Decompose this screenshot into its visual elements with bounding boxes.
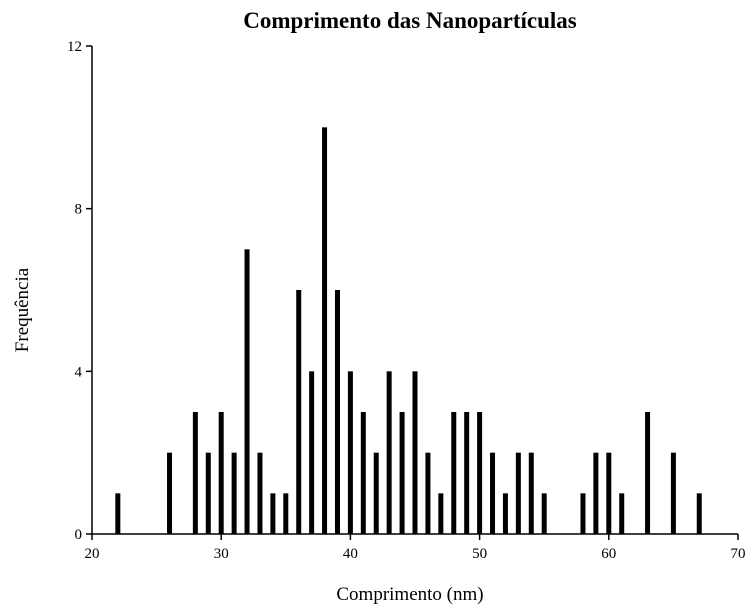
y-axis-label: Frequência — [12, 267, 33, 352]
bar — [412, 371, 418, 534]
x-tick-label: 20 — [85, 546, 100, 562]
y-tick-label: 12 — [67, 39, 82, 55]
bar — [477, 412, 483, 534]
bar — [696, 493, 702, 534]
bar — [606, 452, 612, 534]
bar — [425, 452, 431, 534]
chart-title: Comprimento das Nanopartículas — [243, 8, 577, 33]
bar — [257, 452, 263, 534]
y-tick-label: 4 — [75, 364, 83, 380]
bar — [309, 371, 315, 534]
bar — [334, 290, 340, 534]
bar — [593, 452, 599, 534]
bar — [115, 493, 121, 534]
bar — [373, 452, 379, 534]
y-tick-label: 0 — [75, 527, 83, 543]
bar — [347, 371, 353, 534]
bar — [192, 412, 198, 534]
bar — [438, 493, 444, 534]
bar — [490, 452, 496, 534]
bar — [205, 452, 211, 534]
bar — [645, 412, 651, 534]
bar — [218, 412, 224, 534]
bar — [515, 452, 521, 534]
bar — [231, 452, 237, 534]
bar — [244, 249, 250, 535]
y-tick-label: 8 — [75, 202, 83, 218]
bar — [541, 493, 547, 534]
bar — [296, 290, 302, 534]
bar — [360, 412, 366, 534]
x-tick-label: 60 — [601, 546, 616, 562]
bar — [270, 493, 276, 534]
bar — [386, 371, 392, 534]
x-tick-label: 40 — [343, 546, 358, 562]
bar — [502, 493, 508, 534]
bar — [322, 127, 328, 534]
x-tick-label: 70 — [731, 546, 746, 562]
x-axis-label: Comprimento (nm) — [336, 584, 483, 605]
bar — [619, 493, 625, 534]
bar — [167, 452, 173, 534]
x-tick-label: 50 — [472, 546, 487, 562]
bar — [283, 493, 289, 534]
bar — [451, 412, 457, 534]
x-tick-label: 30 — [214, 546, 229, 562]
bar — [464, 412, 470, 534]
bar — [670, 452, 676, 534]
bar — [580, 493, 586, 534]
bar — [528, 452, 534, 534]
bar — [399, 412, 405, 534]
